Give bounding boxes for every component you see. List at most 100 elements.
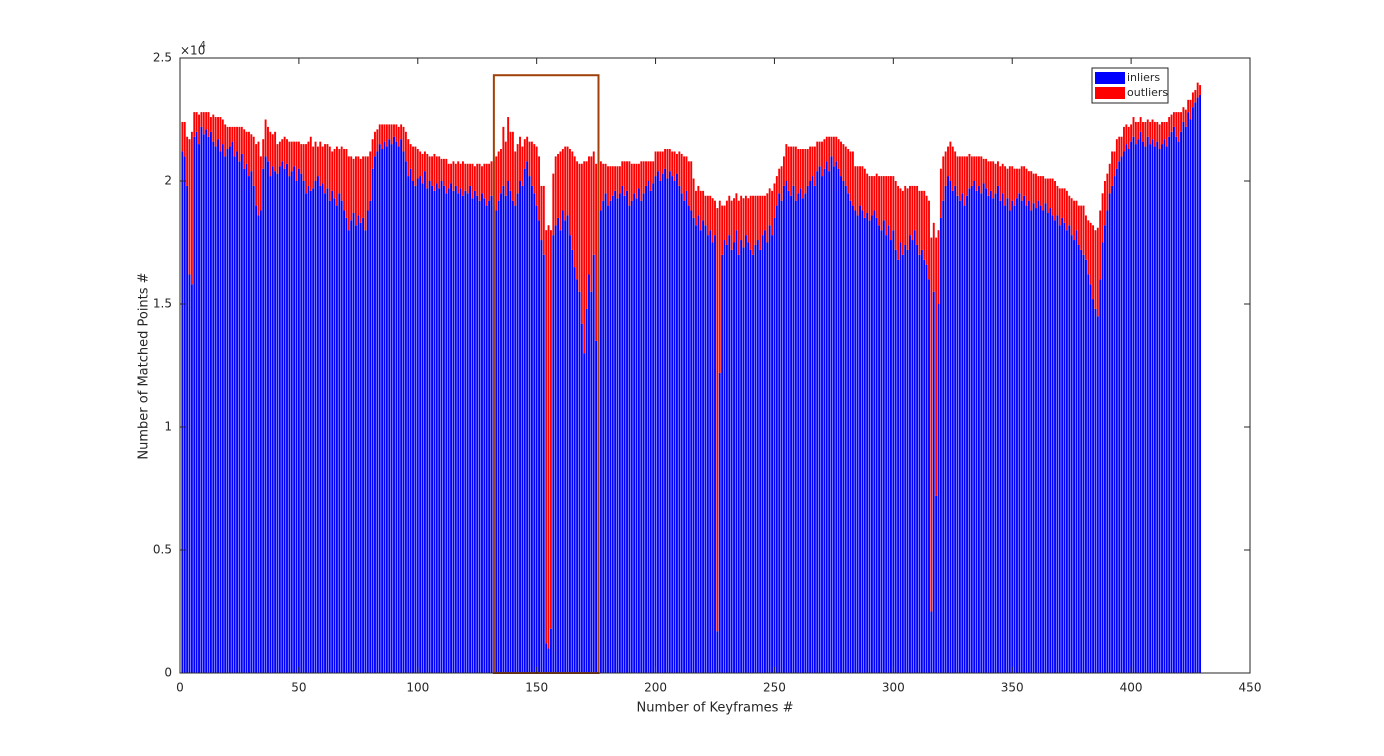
bar-segment <box>1175 112 1178 137</box>
bar-segment <box>775 205 778 673</box>
bar-segment <box>821 176 823 673</box>
bar-segment <box>842 144 845 181</box>
x-tick-label: 50 <box>291 681 306 695</box>
bar-segment <box>992 161 995 199</box>
bar-segment <box>792 185 795 674</box>
bar-segment <box>219 151 222 674</box>
bar-segment <box>416 178 419 674</box>
bar-segment <box>714 235 716 673</box>
bar-segment <box>526 161 529 673</box>
bar-segment <box>1161 121 1163 145</box>
bar-segment <box>928 200 930 280</box>
bar-segment <box>193 136 196 674</box>
bar-segment <box>844 146 847 186</box>
bar-segment <box>1191 107 1194 673</box>
legend-swatch <box>1095 72 1125 84</box>
bar-segment <box>873 176 876 211</box>
bar-segment <box>1054 220 1056 674</box>
bar-segment <box>676 173 678 673</box>
bar-segment <box>1032 203 1035 673</box>
bar-segment <box>1068 225 1071 673</box>
bar-segment <box>1065 190 1068 231</box>
bar-segment <box>1180 112 1182 132</box>
bar-segment <box>533 193 536 674</box>
x-tick-label: 0 <box>176 681 184 695</box>
bar-segment <box>607 205 609 673</box>
bar-segment <box>190 131 193 285</box>
bar-segment <box>1006 198 1009 673</box>
bar-segment <box>1089 222 1092 285</box>
bar-segment <box>473 190 476 673</box>
bar-segment <box>583 353 586 673</box>
bar-segment <box>466 163 469 194</box>
bar-segment <box>771 235 774 673</box>
bar-segment <box>1070 198 1073 236</box>
bar-segment <box>806 149 809 186</box>
bar-segment <box>761 235 764 673</box>
bar-segment <box>338 193 341 674</box>
bar-segment <box>930 237 933 612</box>
bar-segment <box>538 220 540 674</box>
bar-segment <box>1106 210 1109 673</box>
bar-segment <box>1042 176 1045 211</box>
bar-segment <box>1177 112 1180 142</box>
bar-segment <box>542 254 545 674</box>
bar-segment <box>250 134 253 172</box>
bar-segment <box>954 151 957 186</box>
bar-segment <box>1096 316 1099 673</box>
bar-segment <box>528 176 531 673</box>
bar-segment <box>388 139 391 673</box>
bar-segment <box>573 156 576 268</box>
bar-segment <box>840 141 842 177</box>
bar-segment <box>183 121 186 157</box>
bar-segment <box>863 168 866 218</box>
bar-segment <box>238 161 241 673</box>
bar-segment <box>685 190 688 673</box>
bar-segment <box>523 168 526 673</box>
bar-segment <box>404 161 407 673</box>
bar-segment <box>490 161 493 196</box>
bar-segment <box>1156 121 1159 142</box>
bar-segment <box>916 185 919 245</box>
bar-segment <box>369 200 372 673</box>
bar-segment <box>469 163 472 186</box>
bar-segment <box>835 161 838 673</box>
bar-segment <box>1134 144 1137 674</box>
bar-segment <box>324 193 326 674</box>
bar-segment <box>633 193 636 674</box>
bar-segment <box>704 225 707 673</box>
bar-segment <box>652 161 655 184</box>
bar-segment <box>913 230 916 673</box>
bar-segment <box>1191 92 1194 108</box>
bar-segment <box>300 144 303 174</box>
bar-segment <box>1025 205 1028 673</box>
bar-segment <box>1063 188 1066 223</box>
bar-segment <box>450 183 453 673</box>
bar-segment <box>630 163 633 201</box>
y-tick-label: 1.5 <box>153 297 172 311</box>
bar-segment <box>290 141 293 172</box>
bar-segment <box>1165 146 1168 673</box>
bar-segment <box>842 181 845 673</box>
bar-segment <box>511 131 514 201</box>
bar-segment <box>687 161 690 206</box>
y-tick-label: 1 <box>164 420 172 434</box>
bar-segment <box>616 166 619 199</box>
bar-segment <box>271 166 274 674</box>
bar-segment <box>866 173 869 213</box>
bar-segment <box>540 185 543 241</box>
bar-segment <box>209 117 212 132</box>
bar-segment <box>797 149 800 194</box>
bar-segment <box>221 144 224 674</box>
bar-segment <box>849 151 852 201</box>
bar-segment <box>395 124 398 142</box>
bar-segment <box>248 176 250 673</box>
bar-segment <box>340 146 343 201</box>
bar-segment <box>623 161 626 196</box>
bar-segment <box>599 161 602 211</box>
bar-segment <box>999 200 1002 673</box>
bar-segment <box>561 149 564 211</box>
bar-segment <box>628 161 631 206</box>
bar-segment <box>1039 176 1042 206</box>
bar-segment <box>661 151 664 174</box>
